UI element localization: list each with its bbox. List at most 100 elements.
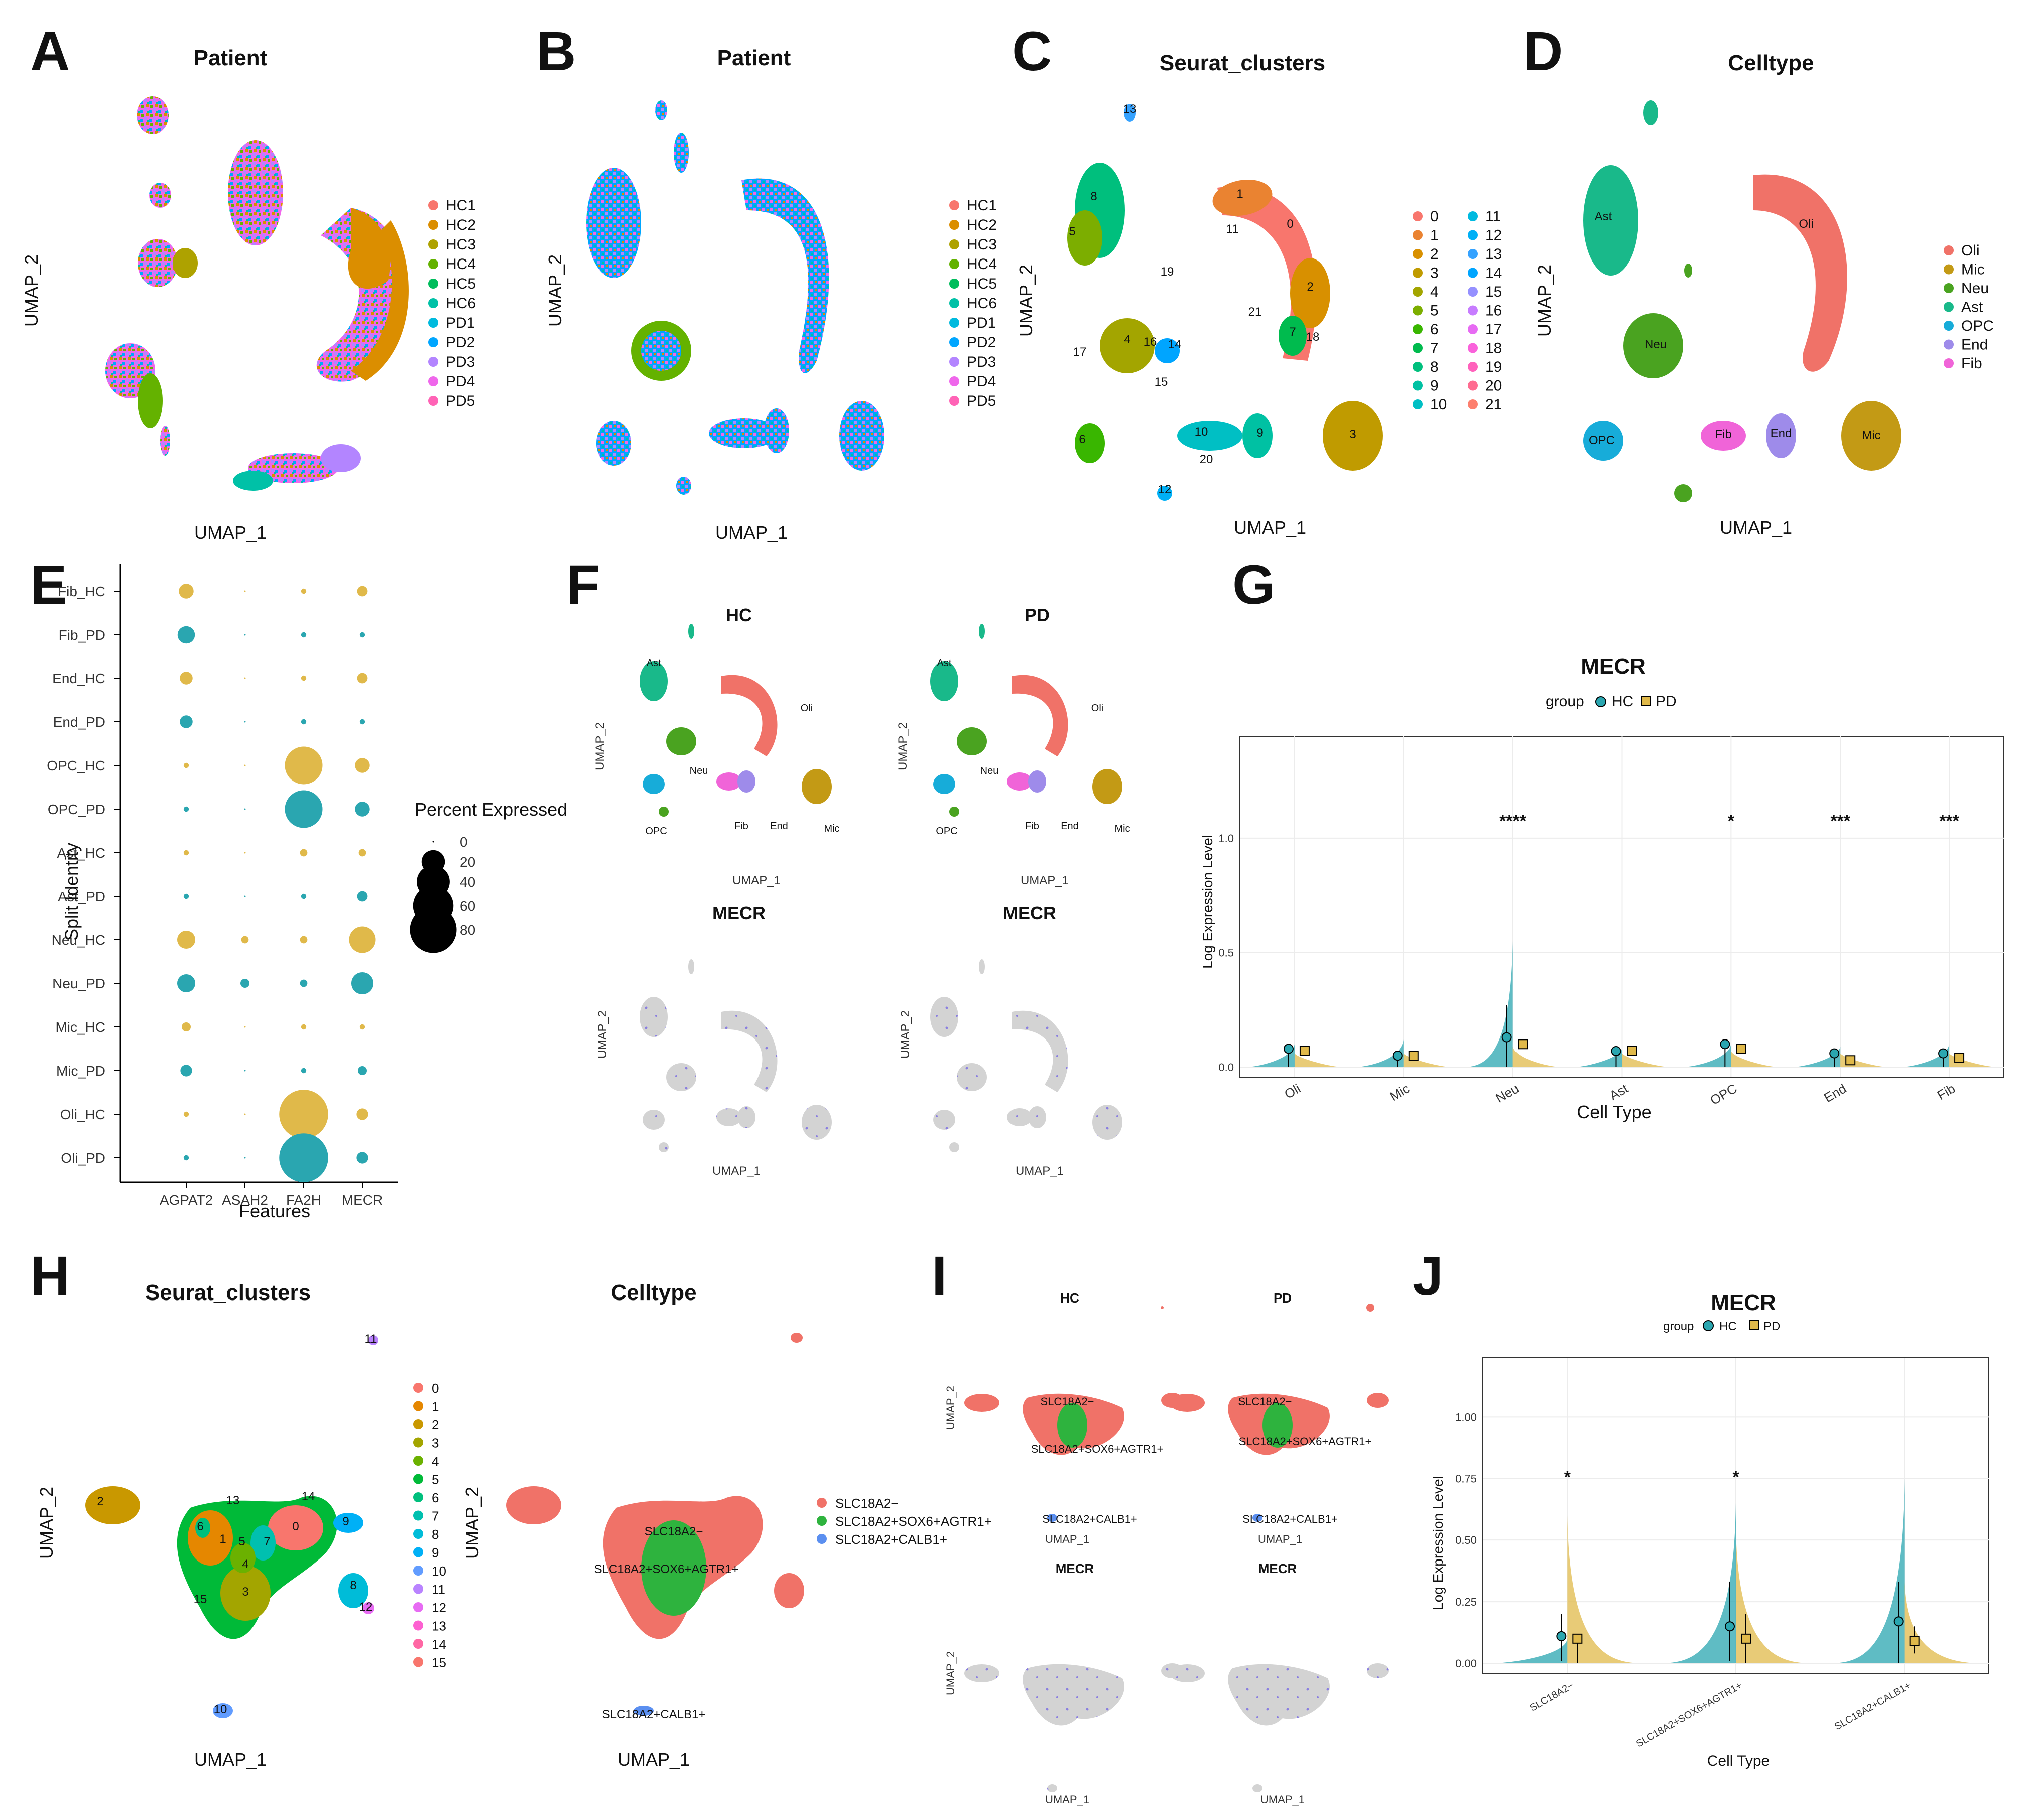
panel-i-hc-expr-cluster bbox=[964, 1664, 999, 1682]
panel-f-hc-expr-cluster bbox=[659, 1142, 669, 1152]
panel-j-legend-key-hc bbox=[1703, 1320, 1714, 1331]
panel-h-cluster-label: 12 bbox=[359, 1600, 373, 1614]
panel-e-dot bbox=[177, 626, 195, 644]
panel-d-legend-label: Fib bbox=[1961, 355, 1982, 372]
panel-h-celltype-legend-label: SLC18A2+SOX6+AGTR1+ bbox=[835, 1514, 992, 1529]
panel-A-legend: HC1 HC2 HC3 HC4 HC5 HC6 PD1 PD2 PD3 PD4 PD5 bbox=[428, 197, 476, 409]
panel-h-legend-label: 8 bbox=[432, 1527, 439, 1542]
panel-f-pd-expr-cluster bbox=[979, 959, 985, 974]
umap-d-cluster bbox=[1583, 165, 1638, 276]
panel-e-size-label: 0 bbox=[460, 834, 468, 850]
panel-e-dot bbox=[180, 672, 193, 685]
panel-f-xlabel: UMAP_1 bbox=[732, 874, 781, 887]
panel-e-dot bbox=[359, 1024, 365, 1030]
panel-a-legend-label: PD4 bbox=[446, 373, 475, 390]
panel-c-legend-label: 5 bbox=[1430, 303, 1439, 319]
panel-g-violin-pd bbox=[1622, 1053, 1668, 1067]
panel-h-cluster-umap-cluster bbox=[338, 1573, 368, 1608]
panel-g-xtick: Oli bbox=[1282, 1081, 1303, 1102]
panel-j-mean-hc bbox=[1725, 1621, 1735, 1632]
cluster-label: 15 bbox=[1155, 375, 1168, 389]
panel-f-ylabel: UMAP_2 bbox=[899, 1010, 912, 1059]
panel-f-celltype-label: Neu bbox=[690, 765, 708, 776]
panel-g-mean-hc bbox=[1720, 1039, 1730, 1050]
panel-b-legend-label: HC1 bbox=[967, 197, 997, 214]
panel-h-celltype-umap-cluster bbox=[774, 1573, 804, 1608]
panel-e-dot bbox=[359, 632, 365, 638]
panel-label-B: B bbox=[536, 21, 576, 82]
panel-e-dot bbox=[301, 632, 307, 638]
panel-a-legend-key bbox=[428, 239, 438, 249]
panel-a-legend-key bbox=[428, 279, 438, 289]
panel-g-mean-hc bbox=[1611, 1046, 1621, 1056]
panel-H-right-ylabel: UMAP_2 bbox=[462, 1487, 482, 1559]
umap-b-cluster bbox=[655, 100, 667, 120]
panel-c-legend-key bbox=[1413, 324, 1423, 334]
panel-a-legend-key bbox=[428, 220, 438, 230]
panel-a-legend-key bbox=[428, 337, 438, 347]
umap-a-cluster bbox=[248, 453, 338, 483]
panel-i-hc-cluster bbox=[964, 1394, 999, 1412]
panel-i-pd-expr-cluster bbox=[1170, 1664, 1205, 1682]
panel-f-pd-expr-cluster bbox=[949, 1142, 959, 1152]
panel-c-legend-label: 0 bbox=[1430, 208, 1439, 225]
panel-h-legend-label: 6 bbox=[432, 1490, 439, 1505]
umap-a-cluster bbox=[173, 248, 198, 278]
panel-b-legend-label: PD5 bbox=[967, 393, 996, 409]
panel-e-size-label: 60 bbox=[460, 898, 475, 914]
panel-h-celltype-legend-key bbox=[817, 1516, 827, 1526]
panel-g-violin-hc bbox=[1685, 1044, 1731, 1067]
panel-e-dot bbox=[244, 677, 246, 679]
panel-j-violin-pd bbox=[1904, 1582, 1976, 1663]
panel-a-legend-label: PD3 bbox=[446, 354, 475, 370]
panel-f-ylabel: UMAP_2 bbox=[896, 722, 910, 770]
panel-f-pd-expr-cluster bbox=[933, 1110, 955, 1130]
panel-D-umap: Ast Oli Neu OPC Fib End Mic bbox=[1583, 100, 1901, 502]
panel-C-title: Seurat_clusters bbox=[1160, 51, 1325, 75]
panel-i-hc-cluster bbox=[1047, 1514, 1057, 1522]
panel-g-violin-pd bbox=[1949, 1053, 1995, 1067]
panel-j-violin-hc bbox=[1496, 1638, 1568, 1663]
panel-h-legend-label: 14 bbox=[432, 1637, 446, 1652]
panel-c-legend-label: 3 bbox=[1430, 265, 1439, 282]
panel-e-size-label: 20 bbox=[460, 854, 475, 870]
panel-a-legend-key bbox=[428, 259, 438, 269]
panel-a-legend-label: HC6 bbox=[446, 295, 476, 312]
panel-h-legend-key bbox=[413, 1401, 423, 1411]
panel-i-celltype-label: SLC18A2+SOX6+AGTR1+ bbox=[1031, 1443, 1164, 1455]
panel-j-ytick: 0.25 bbox=[1455, 1596, 1477, 1608]
panel-e-dot bbox=[349, 926, 376, 953]
panel-F-umaps: HC PD MECR MECR Ast Ast Oli Oli Neu Neu OPC OPC Fib F… bbox=[593, 605, 1130, 1178]
panel-f-pd-expr-cluster bbox=[1028, 1106, 1046, 1128]
umap-c-cluster bbox=[1067, 210, 1102, 266]
panel-e-dot bbox=[244, 1070, 246, 1072]
umap-c-cluster bbox=[1242, 413, 1273, 458]
umap-a-cluster bbox=[138, 239, 178, 287]
panel-h-celltype-legend-label: SLC18A2+CALB1+ bbox=[835, 1532, 947, 1547]
panel-f-hc-expr-cluster bbox=[737, 1106, 755, 1128]
panel-f-hc-expr-cluster bbox=[802, 1105, 832, 1140]
panel-e-xtick: ASAH2 bbox=[222, 1192, 268, 1208]
panel-D-xlabel: UMAP_1 bbox=[1720, 517, 1792, 538]
panel-i-xlabel: UMAP_1 bbox=[1260, 1793, 1305, 1806]
panel-label-C: C bbox=[1012, 21, 1052, 82]
panel-c-legend-key bbox=[1413, 362, 1423, 372]
panel-label-J: J bbox=[1413, 1245, 1443, 1307]
panel-B-umap bbox=[586, 100, 884, 495]
panel-d-legend-label: OPC bbox=[1961, 318, 1994, 334]
panel-a-legend-key bbox=[428, 396, 438, 406]
panel-j-ytick: 0.50 bbox=[1455, 1534, 1477, 1546]
umap-b-cluster bbox=[764, 408, 789, 453]
panel-f-subtitle: HC bbox=[726, 605, 752, 625]
panel-f-pd-cluster bbox=[930, 661, 958, 701]
panel-B-xlabel: UMAP_1 bbox=[715, 522, 788, 543]
panel-e-dot bbox=[357, 1066, 367, 1076]
panel-e-dot bbox=[244, 764, 246, 766]
panel-d-legend-key bbox=[1944, 339, 1954, 350]
umap-b-cluster bbox=[596, 421, 631, 466]
panel-j-ytick: 0.75 bbox=[1455, 1472, 1477, 1485]
panel-j-ytick: 1.00 bbox=[1455, 1411, 1477, 1423]
panel-i-pd-cluster bbox=[1252, 1514, 1262, 1522]
panel-b-legend-key bbox=[949, 337, 959, 347]
panel-D-ylabel: UMAP_2 bbox=[1534, 265, 1555, 337]
